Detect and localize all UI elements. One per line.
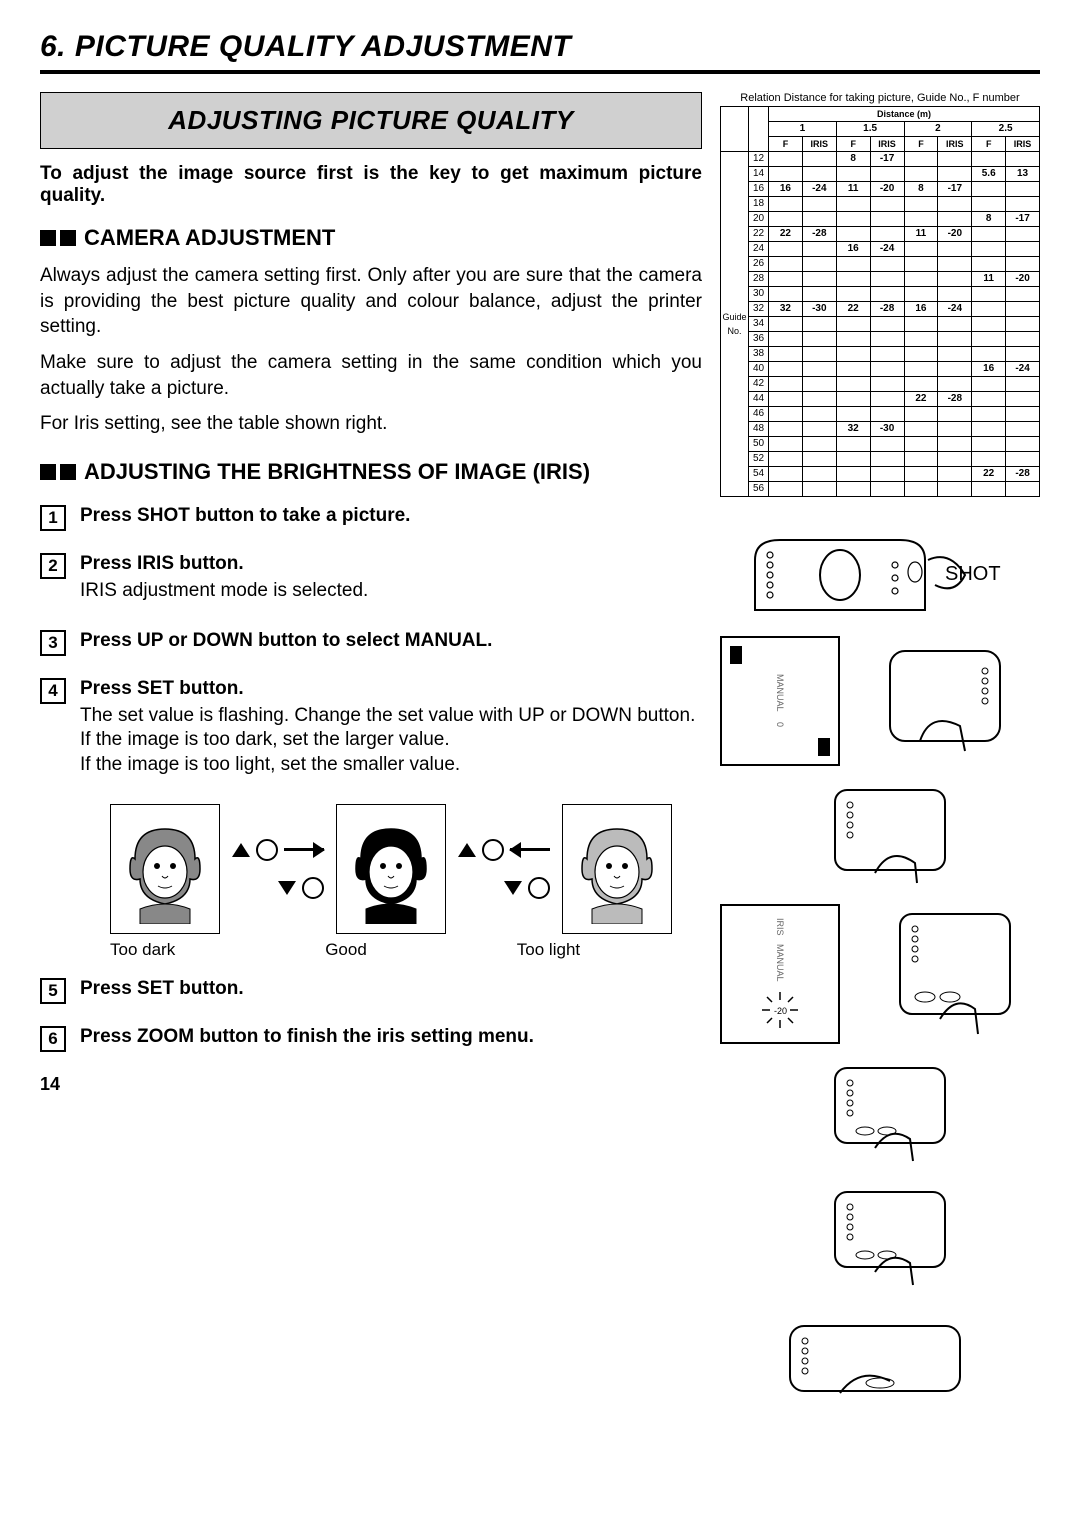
bullet-icon: [40, 464, 56, 480]
step: 3Press UP or DOWN button to select MANUA…: [40, 630, 702, 652]
camera-heading: CAMERA ADJUSTMENT: [84, 225, 335, 251]
diagram-device-4: [720, 1182, 1040, 1292]
bullet-icon: [60, 464, 76, 480]
sparkle-icon: -20: [760, 990, 800, 1030]
box-heading: ADJUSTING PICTURE QUALITY: [40, 92, 702, 149]
intro-text: To adjust the image source first is the …: [40, 163, 702, 207]
face-illustration: [562, 804, 672, 934]
face-row: [80, 804, 702, 934]
steps: 1Press SHOT button to take a picture.2Pr…: [40, 505, 702, 1048]
step-body: The set value is flashing. Change the se…: [80, 704, 702, 778]
face-illustration: [110, 804, 220, 934]
arrow-controls: [232, 839, 324, 899]
step-title: Press SHOT button to take a picture.: [80, 505, 702, 527]
step: 4 Press SET button. The set value is flash…: [40, 678, 702, 778]
svg-text:-20: -20: [774, 1006, 787, 1016]
page-number: 14: [40, 1074, 702, 1095]
shot-label: SHOT: [945, 563, 1001, 585]
manual-label: MANUAL: [775, 674, 785, 712]
step-title: Press IRIS button.: [80, 553, 702, 575]
step: 5Press SET button.: [40, 978, 702, 1000]
camera-p3: For Iris setting, see the table shown ri…: [40, 411, 702, 437]
right-column: Relation Distance for taking picture, Gu…: [720, 92, 1040, 1420]
table-caption: Relation Distance for taking picture, Gu…: [720, 92, 1040, 104]
label-good: Good: [325, 940, 367, 960]
step-number: 3: [40, 630, 66, 656]
step: 6Press ZOOM button to finish the iris se…: [40, 1026, 702, 1048]
step-title: Press UP or DOWN button to select MANUAL…: [80, 630, 702, 652]
diagram-manual-row: MANUAL 0: [720, 636, 1040, 780]
step-number: 5: [40, 978, 66, 1004]
step-title: Press ZOOM button to finish the iris set…: [80, 1026, 702, 1048]
face-labels: Too dark Good Too light: [110, 940, 702, 960]
diagram-shot: SHOT: [720, 527, 1040, 622]
step-body: IRIS adjustment mode is selected.: [80, 579, 702, 604]
step-title: Press SET button.: [80, 978, 702, 1000]
bullet-icon: [60, 230, 76, 246]
camera-p1: Always adjust the camera setting first. …: [40, 263, 702, 340]
step-number: 1: [40, 505, 66, 531]
section-title: 6. PICTURE QUALITY ADJUSTMENT: [40, 30, 1040, 74]
left-column: ADJUSTING PICTURE QUALITY To adjust the …: [40, 92, 702, 1420]
iris-label: IRIS: [775, 918, 785, 936]
iris-table: Distance (m)11.522.5FIRISFIRISFIRISFIRIS…: [720, 106, 1040, 497]
step-number: 4: [40, 678, 66, 704]
step-number: 6: [40, 1026, 66, 1052]
camera-p2: Make sure to adjust the camera setting i…: [40, 350, 702, 401]
bullet-icon: [40, 230, 56, 246]
face-illustration: [336, 804, 446, 934]
cursor-icon: [818, 738, 830, 756]
step: 1Press SHOT button to take a picture.: [40, 505, 702, 527]
diagram-device-2: [720, 780, 1040, 890]
step: 2 Press IRIS button. IRIS adjustment mode …: [40, 553, 702, 604]
diagram-device-5: [720, 1306, 1040, 1406]
cursor-icon: [730, 646, 742, 664]
brightness-heading: ADJUSTING THE BRIGHTNESS OF IMAGE (IRIS): [84, 459, 590, 485]
arrow-controls: [458, 839, 550, 899]
step-number: 2: [40, 553, 66, 579]
label-too-light: Too light: [517, 940, 580, 960]
iris-manual: MANUAL: [775, 944, 785, 982]
label-too-dark: Too dark: [110, 940, 175, 960]
manual-value: 0: [775, 722, 785, 727]
diagram-device-3: [720, 1058, 1040, 1168]
row-label: GuideNo.: [721, 152, 749, 497]
diagram-iris-row: IRIS MANUAL -20: [720, 904, 1040, 1058]
step-title: Press SET button.: [80, 678, 702, 700]
